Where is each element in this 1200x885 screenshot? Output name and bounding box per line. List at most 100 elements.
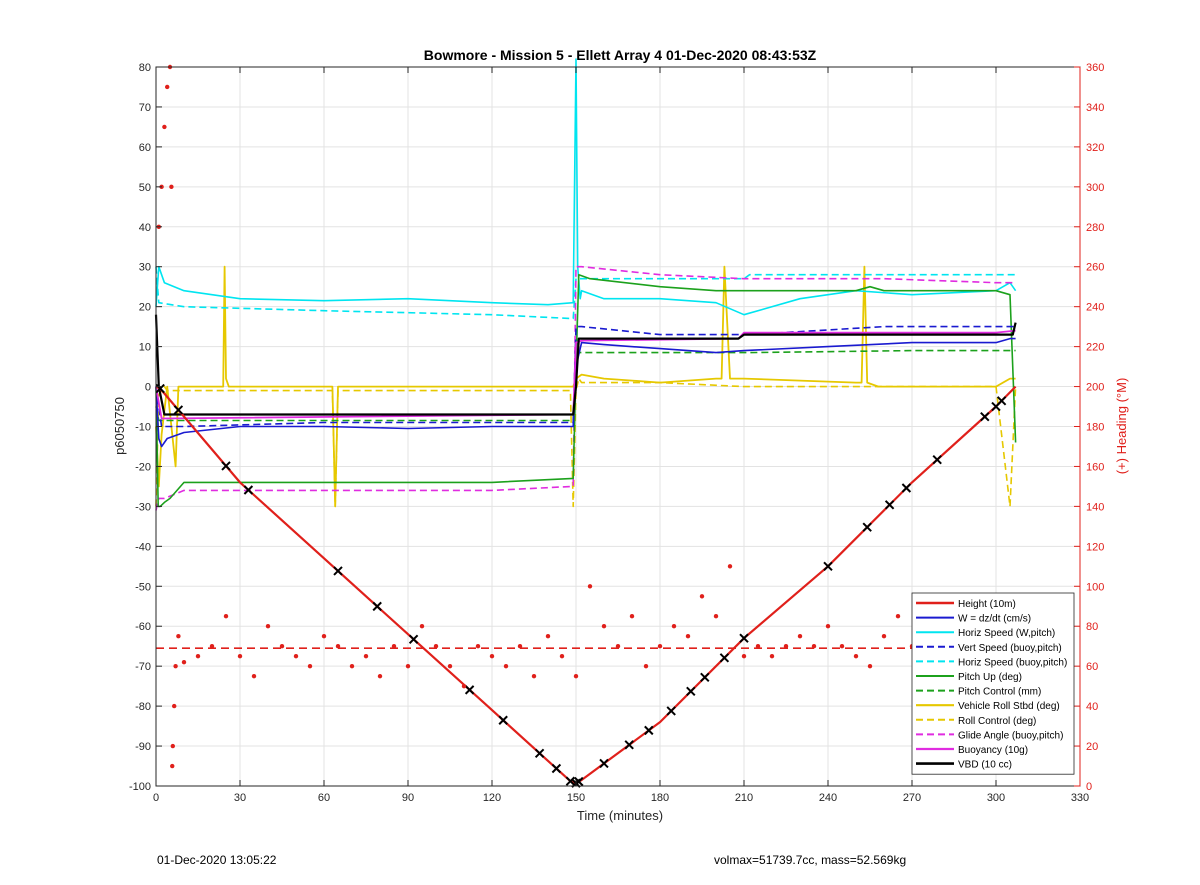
y2-tick-label: 100: [1086, 581, 1104, 593]
heading-point: [615, 643, 621, 649]
legend-label: W = dz/dt (cm/s): [958, 614, 1031, 625]
y-axis-left: -100-90-80-70-60-50-40-30-20-10010203040…: [129, 62, 162, 793]
height-marker: [823, 561, 833, 572]
heading-point: [172, 703, 177, 709]
height-marker: [719, 653, 730, 663]
x-tick-label: 120: [483, 792, 501, 804]
y2-tick-label: 180: [1086, 422, 1104, 434]
y-tick-label: -70: [135, 661, 151, 673]
heading-point: [503, 663, 509, 669]
heading-point: [447, 663, 453, 669]
y2-tick-label: 60: [1086, 661, 1098, 673]
y2-tick-label: 260: [1086, 262, 1104, 274]
y-tick-label: 30: [139, 262, 151, 274]
y2-tick-label: 360: [1086, 62, 1104, 74]
heading-point: [853, 653, 859, 659]
heading-point: [643, 663, 649, 669]
y2-tick-label: 120: [1086, 541, 1104, 553]
heading-point: [265, 624, 271, 629]
heading-point: [671, 624, 677, 629]
y-axis-right-label: (+) Heading (°M): [1114, 378, 1129, 475]
height-marker: [739, 633, 749, 643]
x-tick-label: 330: [1071, 792, 1089, 804]
y-tick-label: 20: [139, 302, 151, 314]
heading-point: [363, 653, 369, 659]
heading-point: [307, 663, 313, 669]
heading-point: [713, 614, 719, 619]
heading-point: [559, 653, 565, 659]
heading-point: [237, 653, 243, 659]
heading-point: [170, 763, 175, 769]
heading-point: [176, 634, 181, 639]
legend-label: Horiz Speed (W,pitch): [958, 628, 1055, 639]
height-marker: [221, 461, 231, 471]
heading-point: [587, 584, 593, 589]
footer-vehicle-info: volmax=51739.7cc, mass=52.569kg: [714, 853, 907, 867]
series-line-roll: [155, 265, 1016, 508]
y2-tick-label: 0: [1086, 781, 1092, 793]
y-tick-label: -20: [135, 461, 151, 473]
heading-point: [531, 673, 537, 679]
heading-point: [293, 653, 299, 659]
heading-point: [169, 184, 174, 190]
x-tick-label: 90: [402, 792, 414, 804]
heading-point: [825, 624, 831, 629]
y-tick-label: 70: [139, 102, 151, 114]
heading-point: [461, 683, 467, 689]
legend-label: Glide Angle (buoy,pitch): [958, 730, 1063, 741]
y2-tick-label: 220: [1086, 342, 1104, 354]
heading-point: [601, 624, 607, 629]
x-tick-label: 30: [234, 792, 246, 804]
height-marker: [599, 758, 609, 769]
y2-tick-label: 200: [1086, 382, 1104, 394]
footer-timestamp: 01-Dec-2020 13:05:22: [157, 853, 277, 867]
height-marker: [551, 763, 562, 774]
legend-label: Height (10m): [958, 599, 1016, 610]
series-line-roll-control: [155, 377, 1017, 508]
legend-label: Horiz Speed (buoy,pitch): [958, 657, 1067, 668]
heading-point: [839, 643, 845, 649]
height-marker: [565, 776, 576, 786]
heading-point: [279, 643, 285, 649]
height-marker: [901, 483, 912, 493]
y-tick-label: 60: [139, 142, 151, 154]
heading-point: [349, 663, 355, 669]
heading-point: [755, 643, 761, 649]
y-tick-label: 40: [139, 222, 151, 234]
legend-label: Vert Speed (buoy,pitch): [958, 643, 1062, 654]
heading-point: [699, 594, 705, 599]
height-marker: [155, 383, 165, 394]
heading-point: [377, 673, 383, 679]
y-tick-label: 50: [139, 182, 151, 194]
series-line-vert-speed-buoy: [155, 325, 1016, 428]
y2-tick-label: 20: [1086, 741, 1098, 753]
heading-point: [475, 643, 481, 649]
height-marker: [980, 411, 990, 422]
heading-point: [209, 643, 215, 649]
series-line-w: [155, 337, 1016, 448]
height-marker: [700, 672, 710, 683]
y2-tick-label: 300: [1086, 182, 1104, 194]
y2-tick-label: 340: [1086, 102, 1104, 114]
y-tick-label: -60: [135, 621, 151, 633]
y-tick-label: -30: [135, 501, 151, 513]
y2-tick-label: 80: [1086, 621, 1098, 633]
x-tick-label: 60: [318, 792, 330, 804]
y-tick-label: 0: [145, 382, 151, 394]
height-marker: [624, 740, 634, 750]
heading-point: [685, 634, 691, 639]
height-marker: [333, 566, 343, 576]
heading-point: [173, 663, 178, 669]
legend-label: Pitch Up (deg): [958, 672, 1022, 683]
heading-point: [629, 614, 635, 619]
height-marker: [498, 715, 508, 725]
heading-point: [489, 653, 495, 659]
x-tick-label: 240: [819, 792, 837, 804]
heading-point: [433, 643, 439, 649]
height-marker: [534, 748, 545, 758]
y-tick-label: -100: [129, 781, 151, 793]
chart-title: Bowmore - Mission 5 - Ellett Array 4 01-…: [424, 47, 817, 63]
heading-point: [251, 673, 257, 679]
heading-point: [223, 614, 229, 619]
